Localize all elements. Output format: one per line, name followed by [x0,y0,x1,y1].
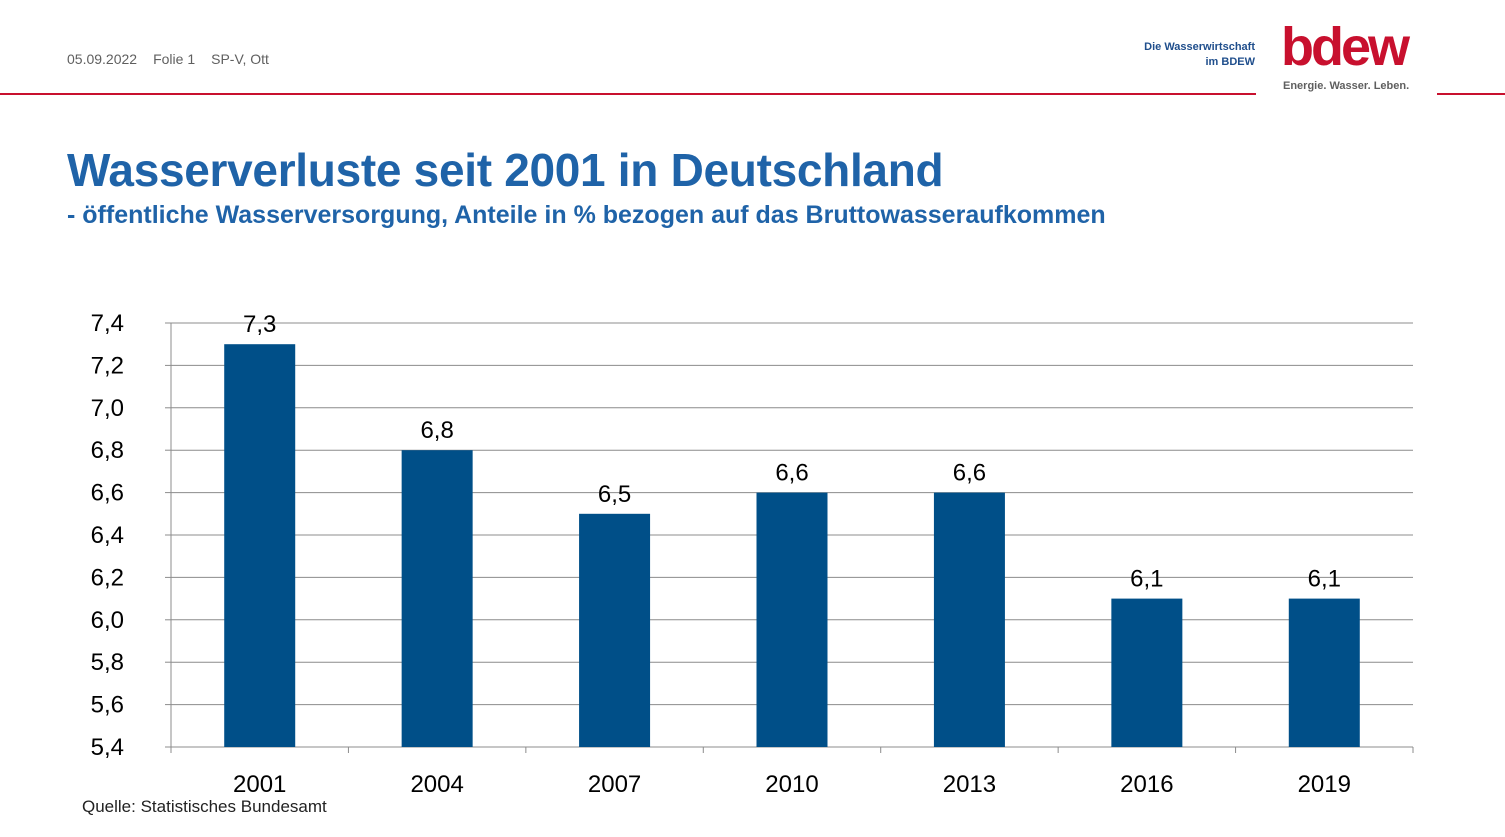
bar-2016 [1111,598,1183,747]
bar-2010 [756,492,828,747]
x-tick-label-2004: 2004 [410,771,463,798]
x-tick-label-2016: 2016 [1120,771,1173,798]
source-note: Quelle: Statistisches Bundesamt [82,797,327,816]
header-divider-left [0,93,1256,95]
bar-2019 [1288,598,1360,747]
slide-date: 05.09.2022 [67,51,138,67]
data-label-2019: 6,1 [1308,566,1341,593]
page-subtitle: - öffentliche Wasserversorgung, Anteile … [67,201,1106,229]
brand-tagline-line1: Die Wasserwirtschaft [1144,41,1255,53]
y-tick-label: 7,0 [91,395,124,422]
slide-author: SP-V, Ott [211,51,269,67]
y-tick-label: 7,2 [91,352,124,379]
data-label-2016: 6,1 [1130,566,1163,593]
data-label-2004: 6,8 [420,417,453,444]
page-title: Wasserverluste seit 2001 in Deutschland [67,144,944,196]
slide-meta: 05.09.2022 Folie 1 SP-V, Ott [67,51,269,67]
bar-2001 [224,344,296,747]
x-tick-label-2010: 2010 [765,771,818,798]
x-tick-label-2007: 2007 [588,771,641,798]
y-tick-label: 6,4 [91,522,124,549]
x-tick-label-2001: 2001 [233,771,286,798]
y-tick-label: 6,8 [91,437,124,464]
data-label-2013: 6,6 [953,460,986,487]
x-tick-label-2013: 2013 [943,771,996,798]
bdew-logo: bdew [1281,17,1410,77]
brand-slogan: Energie. Wasser. Leben. [1283,80,1410,92]
data-label-2007: 6,5 [598,481,631,508]
data-label-2010: 6,6 [775,460,808,487]
y-tick-label: 5,8 [91,649,124,676]
y-tick-label: 6,0 [91,607,124,634]
brand-tagline: Die Wasserwirtschaft im BDEW [1085,40,1255,70]
x-tick-label-2019: 2019 [1298,771,1351,798]
y-tick-label: 5,4 [91,734,124,761]
bar-2007 [579,513,651,747]
header-divider-right [1437,93,1505,95]
y-tick-label: 6,2 [91,564,124,591]
bar-2004 [401,450,473,747]
bar-2013 [933,492,1005,747]
y-tick-label: 7,4 [91,310,124,337]
y-tick-label: 5,6 [91,692,124,719]
slide-number: Folie 1 [153,51,196,67]
data-label-2001: 7,3 [243,311,276,338]
y-tick-label: 6,6 [91,480,124,507]
brand-tagline-line2: im BDEW [1205,56,1256,68]
